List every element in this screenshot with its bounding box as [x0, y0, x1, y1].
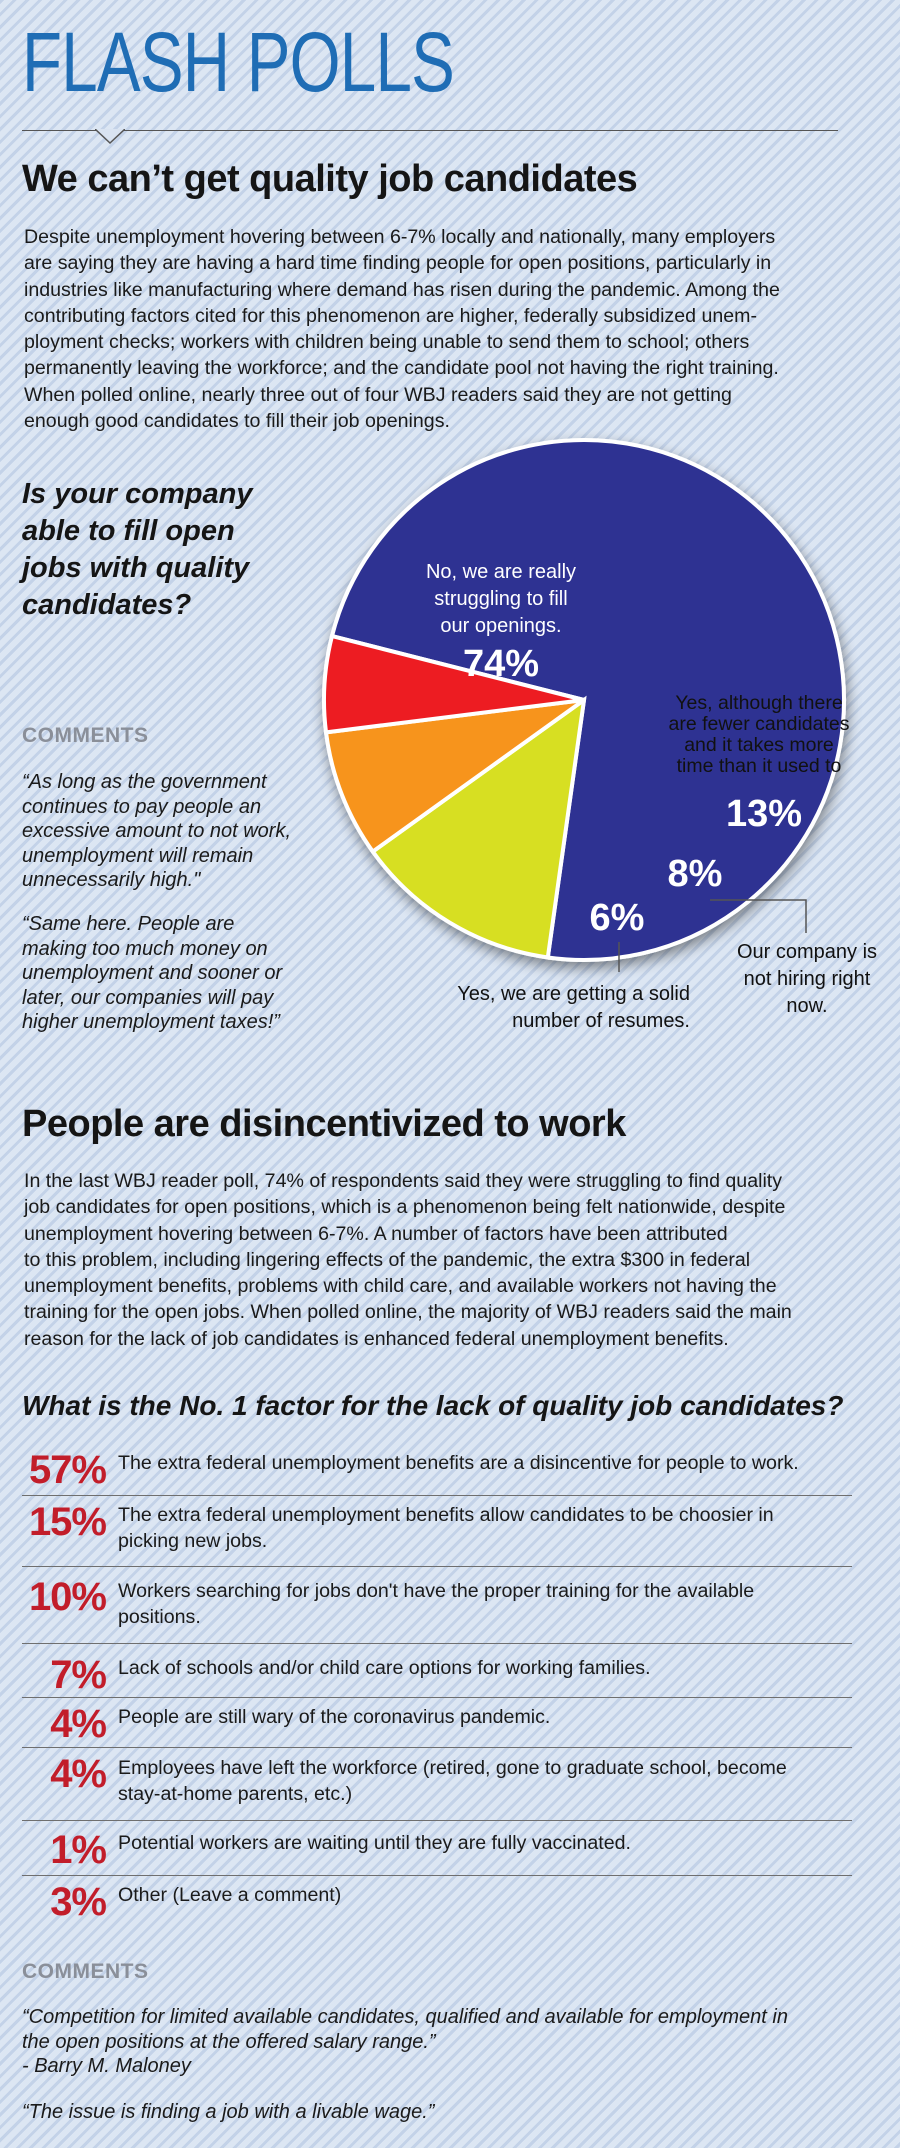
comment-quote-4: “The issue is finding a job with a livab… [22, 2101, 435, 2123]
pie-slice [322, 633, 585, 735]
result-percent: 10% [28, 1575, 107, 1619]
comment-quote-2: “Same here. People are making too much m… [22, 913, 283, 1033]
section2-body: In the last WBJ reader poll, 74% of resp… [24, 1170, 792, 1350]
pie-group [322, 438, 846, 962]
slice-label: not hiring right [744, 968, 871, 990]
slice-label: Yes, we are getting a solid [457, 983, 690, 1005]
leader-line [710, 899, 807, 933]
slice-percent: 74% [463, 643, 539, 685]
comments-heading-1: COMMENTS [22, 724, 149, 747]
result-text: Potential workers are waiting until they… [118, 1832, 631, 1854]
comment-quote-3: “Competition for limited available candi… [22, 2006, 788, 2077]
section1-body: Despite unemployment hovering between 6-… [24, 226, 780, 433]
slice-percent: 6% [590, 897, 645, 939]
section1-title: We can’t get quality job candidates [22, 158, 638, 200]
result-percent: 57% [28, 1448, 107, 1492]
slice-label: No, we are really [426, 561, 576, 583]
pie-slice [323, 698, 586, 855]
slice-percent: 8% [668, 853, 723, 895]
row-divider [22, 1697, 852, 1698]
slice-label: and it takes more [684, 734, 834, 756]
slice-label: are fewer candidates [668, 713, 849, 735]
result-text: Other (Leave a comment) [118, 1884, 342, 1906]
section2-title: People are disincentivized to work [22, 1103, 626, 1145]
result-text: Employees have left the workforce (retir… [118, 1757, 787, 1805]
result-text: People are still wary of the coronavirus… [118, 1706, 551, 1728]
row-divider [22, 1747, 852, 1748]
slice-label: our openings. [440, 615, 561, 637]
result-percent: 3% [50, 1880, 107, 1924]
result-percent: 4% [50, 1752, 107, 1796]
poll-question: Is your company able to fill open jobs w… [22, 478, 253, 621]
header-rule [22, 130, 838, 131]
slice-percent: 13% [726, 793, 802, 835]
slice-label: now. [786, 995, 827, 1017]
comment-quote-1: “As long as the government continues to … [22, 771, 292, 891]
pie-chart: No, we are really struggling to fill our o… [322, 438, 877, 1032]
result-text: Lack of schools and/or child care option… [118, 1657, 651, 1679]
result-text: The extra federal unemployment benefits … [118, 1504, 774, 1552]
slice-label: Our company is [737, 941, 877, 963]
result-percent: 4% [50, 1702, 107, 1746]
result-text: Workers searching for jobs don't have th… [118, 1580, 755, 1628]
row-divider [22, 1643, 852, 1644]
slice-label: number of resumes. [512, 1010, 690, 1032]
pie-slice [329, 438, 846, 962]
slice-label: struggling to fill [434, 588, 567, 610]
comments-heading-2: COMMENTS [22, 1960, 149, 1983]
result-percent: 1% [50, 1828, 107, 1872]
result-percent: 15% [28, 1500, 107, 1544]
row-divider [22, 1820, 852, 1821]
pie-slice [369, 695, 587, 960]
row-divider [22, 1495, 852, 1496]
row-divider [22, 1875, 852, 1876]
slice-label: Yes, although there [675, 692, 842, 714]
result-percent: 7% [50, 1653, 107, 1697]
factor-question: What is the No. 1 factor for the lack of… [22, 1390, 844, 1421]
row-divider [22, 1566, 852, 1567]
slice-label: time than it used to [677, 755, 842, 777]
result-text: The extra federal unemployment benefits … [118, 1452, 799, 1474]
masthead-title: FLASH POLLS [22, 15, 455, 109]
